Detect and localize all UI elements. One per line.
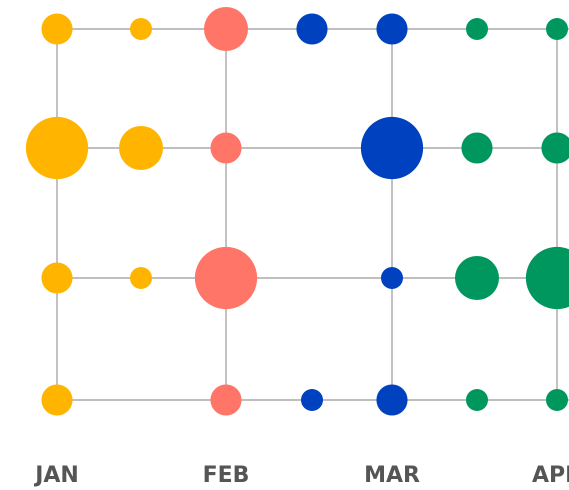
- bubble: [466, 389, 488, 411]
- bubble: [210, 384, 242, 416]
- bubble: [296, 13, 328, 45]
- bubble: [210, 132, 242, 164]
- bubble: [130, 18, 152, 40]
- bubble: [204, 7, 248, 51]
- bubble: [25, 116, 89, 180]
- bubble: [381, 267, 403, 289]
- x-tick-label: FEB: [203, 463, 250, 488]
- x-tick-label: JAN: [33, 463, 79, 488]
- x-tick-label: MAR: [364, 463, 420, 488]
- bubble: [376, 384, 408, 416]
- bubble: [41, 384, 73, 416]
- bubble: [461, 132, 493, 164]
- bubble: [119, 126, 163, 170]
- bubble: [194, 246, 258, 310]
- bubble: [41, 262, 73, 294]
- bubble: [301, 389, 323, 411]
- bubble: [41, 13, 73, 45]
- bubble: [130, 267, 152, 289]
- bubble: [525, 246, 569, 310]
- bubble: [466, 18, 488, 40]
- bubble: [546, 389, 568, 411]
- x-tick-label: APR: [532, 463, 569, 488]
- bubble: [541, 132, 569, 164]
- bubble: [376, 13, 408, 45]
- bubble: [360, 116, 424, 180]
- bubble: [455, 256, 499, 300]
- bubble: [546, 18, 568, 40]
